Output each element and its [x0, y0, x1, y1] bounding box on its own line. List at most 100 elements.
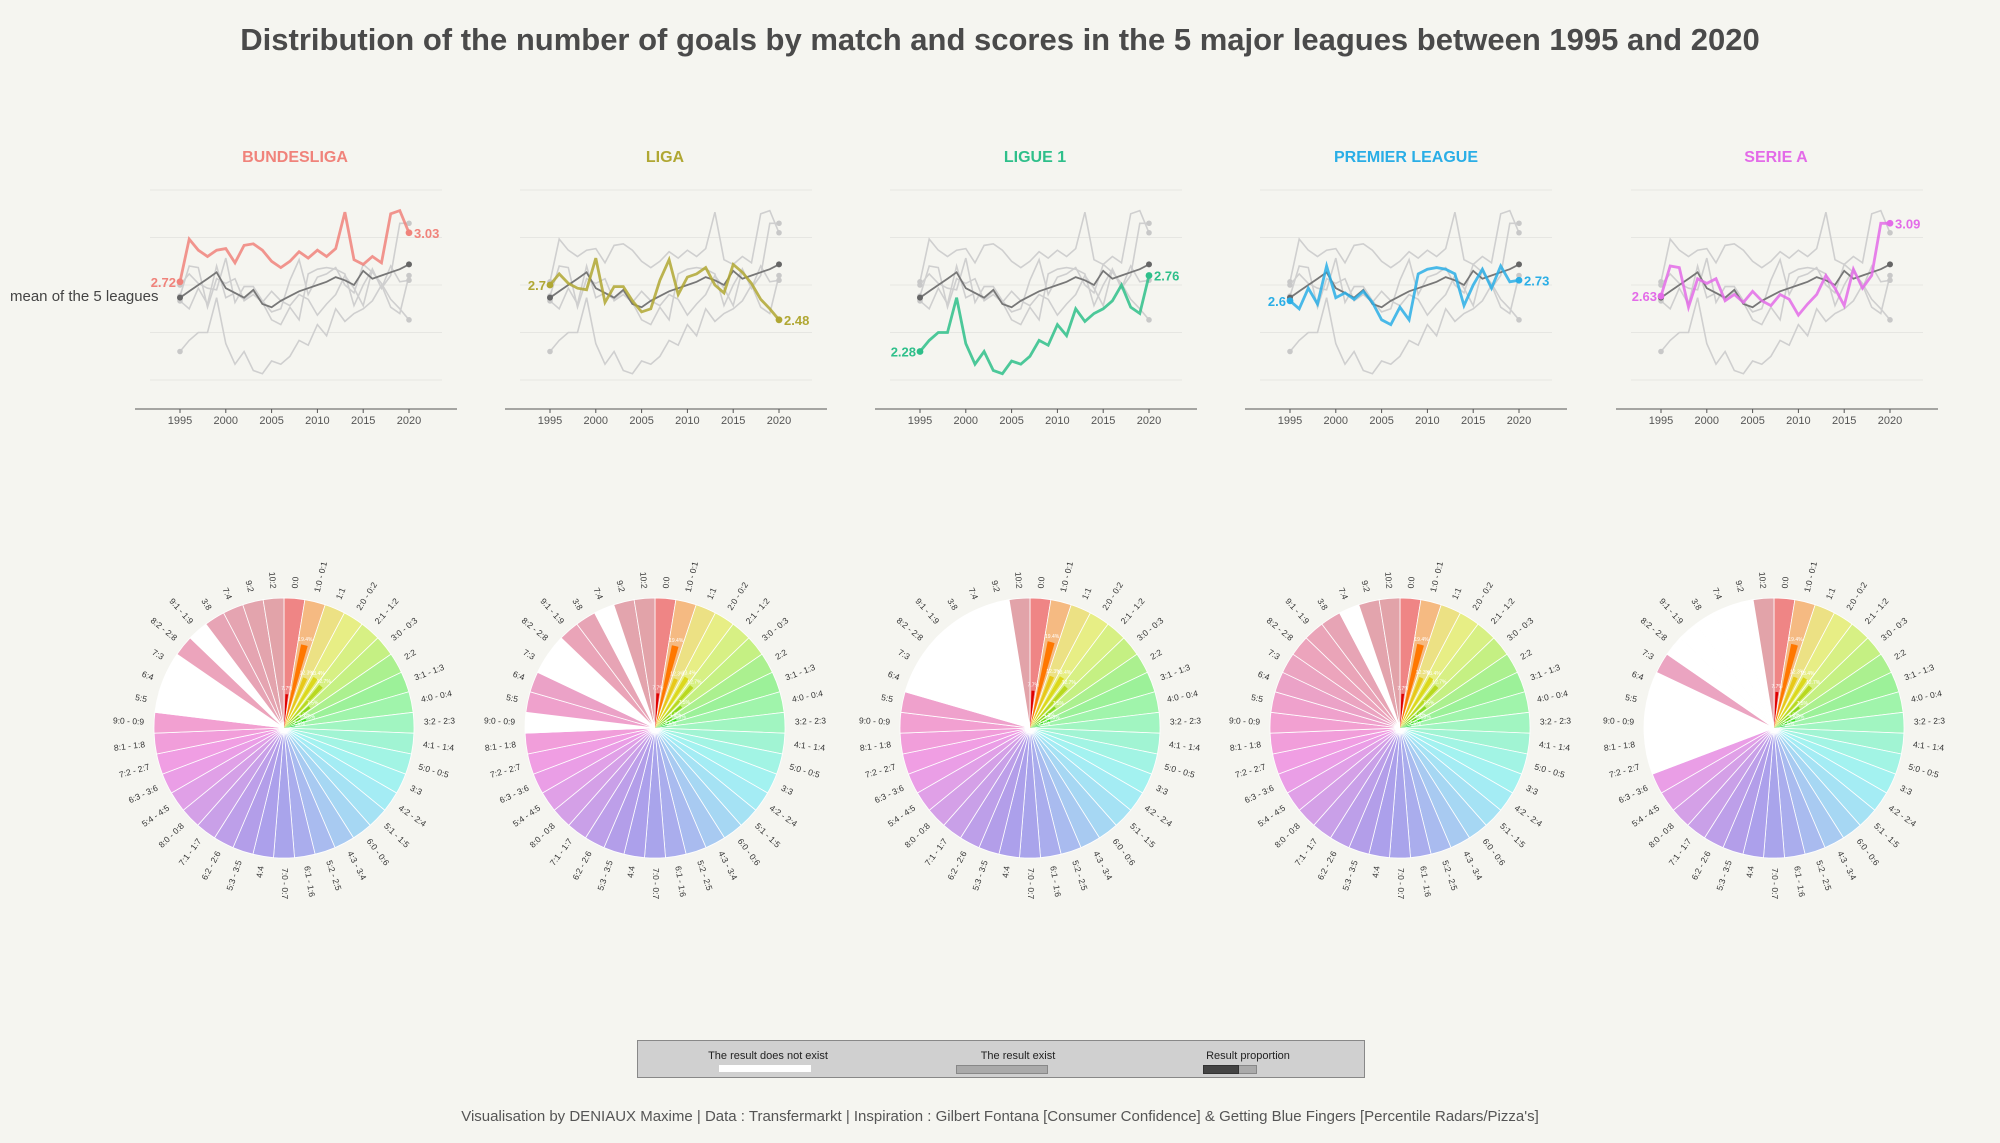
score-wedge	[1656, 653, 1775, 729]
proportion-label: 5.3%	[1419, 715, 1431, 721]
score-label: 8:2 - 2:8	[520, 615, 551, 643]
score-wedge	[1029, 691, 1160, 729]
score-wedge	[654, 597, 677, 729]
score-wedge	[158, 671, 285, 729]
score-label: 7:3	[521, 647, 536, 662]
score-label: 0:0	[1406, 576, 1417, 589]
score-label: 4:0 - 0:4	[420, 688, 453, 704]
score-label: 5:0 - 0:5	[1533, 761, 1566, 779]
score-wedge	[1378, 597, 1401, 729]
score-wedge	[654, 727, 783, 775]
league-start-point	[546, 281, 554, 289]
score-label: 5:0 - 0:5	[417, 761, 450, 779]
score-label: 9:1 - 1:9	[1657, 596, 1685, 626]
score-wedge	[283, 604, 345, 729]
score-wedge	[1773, 727, 1902, 775]
proportion-bar	[284, 706, 311, 728]
score-wedge	[1713, 604, 1775, 729]
score-wedge	[283, 691, 414, 729]
mean-end-point	[406, 261, 412, 268]
league-line-ligue-1	[918, 275, 1151, 376]
score-label: 5:4 - 4:5	[1630, 803, 1662, 829]
score-label: 2:0 - 0:2	[1470, 580, 1495, 612]
score-wedge	[1773, 727, 1876, 826]
score-wedge	[283, 727, 415, 755]
proportion-bar	[1400, 706, 1427, 728]
score-wedge	[902, 727, 1031, 775]
score-wedge	[633, 597, 656, 729]
other-league-start-point	[547, 348, 553, 355]
score-label: 3:1 - 1:3	[784, 662, 817, 683]
league-title-liga: LIGA	[645, 149, 685, 166]
score-label: 5:4 - 4:5	[511, 803, 543, 829]
score-wedge	[1660, 727, 1775, 811]
score-label: 6:2 - 2:6	[945, 849, 968, 882]
score-wedge	[935, 623, 1031, 729]
score-label: 0:0	[1780, 576, 1791, 589]
league-line-bundesliga	[178, 208, 411, 283]
legend: The result does not exist The result exi…	[637, 1040, 1365, 1078]
proportion-bar	[1400, 693, 1405, 728]
score-label: 9:0 - 0:9	[113, 715, 145, 726]
score-wedge	[1305, 623, 1401, 729]
proportion-bar	[1400, 717, 1417, 728]
score-label: 7:1 - 1:7	[923, 836, 950, 867]
x-tick-label: 2000	[954, 415, 978, 427]
score-label: 4:2 - 2:4	[1513, 803, 1545, 829]
score-wedge	[1270, 691, 1401, 729]
proportion-bar	[1774, 717, 1791, 728]
score-wedge	[1298, 727, 1401, 826]
x-tick-label: 2005	[999, 415, 1023, 427]
score-wedge	[654, 653, 773, 729]
score-wedge	[1399, 727, 1452, 855]
score-label: 5:1 - 1:5	[1128, 821, 1158, 850]
score-label: 1:1	[334, 586, 348, 601]
score-wedge	[283, 727, 316, 859]
score-wedge	[654, 604, 716, 729]
proportion-label: 12.3%	[1416, 670, 1431, 676]
score-wedge	[1399, 727, 1531, 755]
score-wedge	[537, 653, 656, 729]
proportion-bar	[1030, 641, 1055, 728]
score-label: 10:2	[638, 572, 649, 590]
proportion-label: 4.3%	[669, 712, 681, 718]
score-label: 2:1 - 1:2	[1118, 596, 1146, 626]
proportion-bar	[1774, 691, 1779, 728]
other-league-line	[179, 257, 410, 321]
score-wedge	[912, 653, 1031, 729]
other-league-end-point	[1516, 220, 1522, 227]
score-label: 4:1 - 1:4	[1912, 739, 1944, 753]
score-label: 5:0 - 0:5	[1907, 761, 1940, 779]
league-end-value: 2.73	[1524, 273, 1549, 288]
line-panel-bundesliga: 1995 2000 2005 2010 2015 2020 2.72 3.03	[135, 189, 457, 427]
score-label: 6:4	[1257, 669, 1272, 683]
score-label: 2:2	[773, 647, 788, 662]
score-wedge	[1399, 623, 1495, 729]
score-wedge	[242, 599, 285, 729]
proportion-bar	[284, 644, 308, 728]
proportion-label: 4.3%	[1788, 713, 1800, 719]
score-wedge	[1358, 599, 1401, 729]
score-wedge	[978, 727, 1031, 855]
score-wedge	[1646, 727, 1775, 775]
proportion-bar	[284, 676, 318, 728]
score-wedge	[1029, 623, 1125, 729]
other-league-end-point	[776, 272, 782, 279]
proportion-bar	[655, 693, 660, 728]
score-label: 10:2	[1757, 572, 1768, 590]
score-wedge	[283, 727, 355, 849]
score-wedge	[553, 727, 656, 826]
proportion-label: 7.7%	[1771, 684, 1783, 690]
mean-end-point	[776, 261, 782, 268]
proportion-label: 19.4%	[298, 637, 313, 643]
score-wedge	[153, 727, 285, 755]
score-wedge	[1773, 727, 1888, 811]
score-label: 6:1 - 1:6	[1418, 865, 1433, 898]
score-wedge	[283, 637, 392, 729]
score-label: 3:8	[1689, 597, 1704, 613]
proportion-label: 2.6%	[1039, 721, 1051, 727]
score-label: 3:2 - 2:3	[424, 715, 456, 726]
score-label: 8:0 - 0:8	[903, 821, 933, 850]
score-label: 3:3	[780, 783, 795, 797]
score-wedge	[1399, 711, 1531, 734]
